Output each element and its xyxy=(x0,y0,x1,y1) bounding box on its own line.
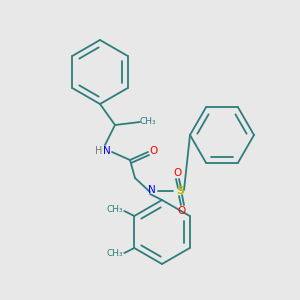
Text: O: O xyxy=(173,168,181,178)
Text: CH₃: CH₃ xyxy=(107,250,124,259)
Text: CH₃: CH₃ xyxy=(107,206,124,214)
Text: N: N xyxy=(103,146,111,156)
Text: O: O xyxy=(178,206,186,216)
Text: N: N xyxy=(148,185,156,195)
Text: S: S xyxy=(176,186,184,196)
Text: H: H xyxy=(95,146,103,156)
Text: CH₃: CH₃ xyxy=(140,118,156,127)
Text: O: O xyxy=(150,146,158,156)
